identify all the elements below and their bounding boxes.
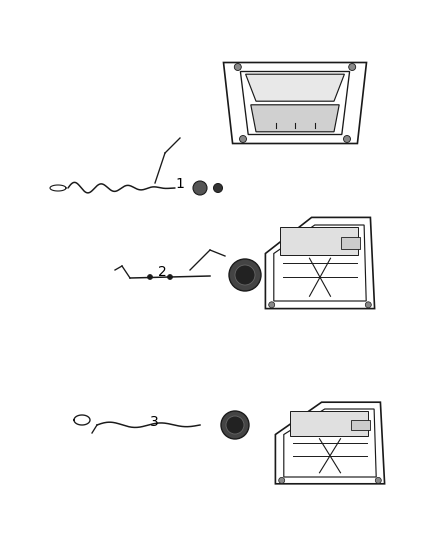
Circle shape (229, 259, 261, 291)
Circle shape (375, 478, 381, 483)
Text: 2: 2 (158, 265, 167, 279)
FancyBboxPatch shape (280, 227, 358, 255)
Circle shape (234, 63, 241, 70)
Circle shape (167, 274, 173, 279)
Circle shape (240, 135, 247, 142)
Circle shape (279, 478, 285, 483)
Text: 1: 1 (175, 177, 184, 191)
Circle shape (235, 265, 255, 285)
Text: 3: 3 (150, 415, 159, 429)
Circle shape (365, 302, 371, 308)
Circle shape (221, 411, 249, 439)
Circle shape (226, 416, 244, 434)
Circle shape (193, 181, 207, 195)
Circle shape (148, 274, 152, 279)
Polygon shape (246, 74, 344, 101)
Polygon shape (251, 105, 339, 132)
Circle shape (213, 183, 223, 192)
FancyBboxPatch shape (351, 420, 370, 430)
Circle shape (349, 63, 356, 70)
Circle shape (268, 302, 275, 308)
Circle shape (343, 135, 350, 142)
FancyBboxPatch shape (341, 237, 360, 249)
FancyBboxPatch shape (290, 411, 368, 436)
